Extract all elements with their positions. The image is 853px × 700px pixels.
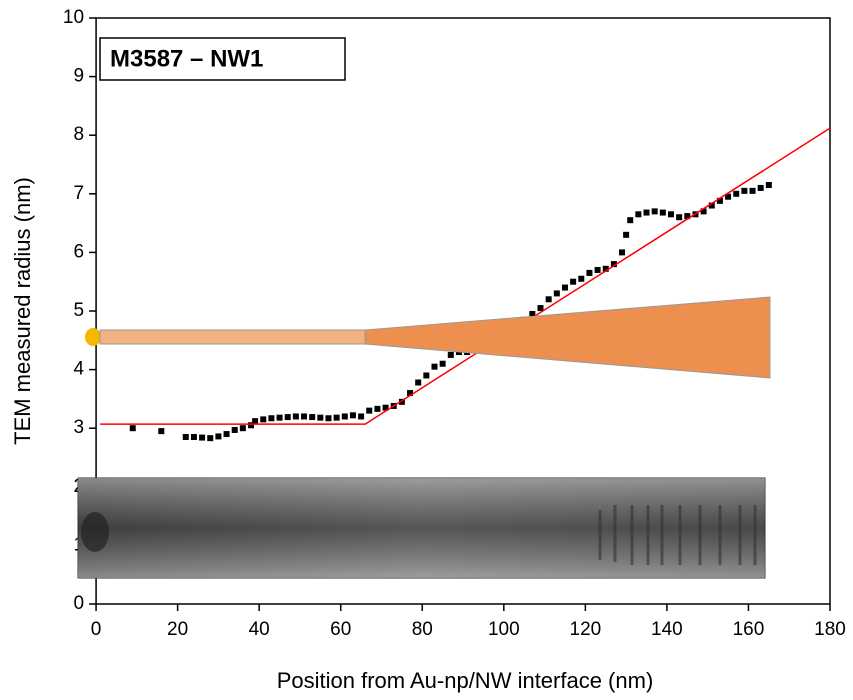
data-point [415, 379, 422, 386]
y-tick-label: 9 [73, 66, 84, 87]
x-tick-label: 20 [167, 619, 188, 640]
data-point [561, 284, 568, 291]
data-point [684, 213, 691, 220]
data-point [667, 211, 674, 218]
x-axis-label: Position from Au-np/NW interface (nm) [277, 668, 654, 693]
data-point [529, 310, 536, 317]
y-tick-label: 3 [73, 417, 84, 438]
data-point [260, 416, 267, 423]
data-point [239, 425, 246, 432]
data-point [716, 197, 723, 204]
data-point [325, 415, 332, 422]
data-point [431, 363, 438, 370]
data-point [182, 433, 189, 440]
y-tick-label: 4 [73, 359, 84, 380]
data-point [447, 351, 454, 358]
data-point [725, 193, 732, 200]
data-point [333, 414, 340, 421]
data-point [602, 265, 609, 272]
y-tick-label: 5 [73, 300, 84, 321]
data-point [586, 269, 593, 276]
data-point [358, 413, 365, 420]
data-point [578, 275, 585, 282]
tem-image-shade [78, 478, 765, 578]
data-point [594, 266, 601, 273]
data-point [374, 405, 381, 412]
x-tick-label: 80 [412, 619, 433, 640]
fit-line [100, 127, 831, 425]
annotation: M3587 – NW1 [110, 45, 263, 72]
data-point [733, 190, 740, 197]
data-point [537, 305, 544, 312]
data-point [207, 435, 214, 442]
tem-stripes [598, 505, 757, 565]
x-tick-label: 60 [330, 619, 351, 640]
data-point [309, 414, 316, 421]
x-tick-label: 120 [570, 619, 602, 640]
annotation-box [99, 37, 346, 81]
data-point [439, 360, 446, 367]
data-point [190, 433, 197, 440]
data-point [643, 209, 650, 216]
data-point [223, 431, 230, 438]
data-point [610, 261, 617, 268]
data-point [248, 422, 255, 429]
data-point [545, 296, 552, 303]
x-tick-label: 180 [814, 619, 846, 640]
x-tick-label: 160 [733, 619, 765, 640]
tem-particle [81, 512, 109, 552]
data-point [676, 214, 683, 221]
data-point [700, 208, 707, 215]
data-point [301, 413, 308, 420]
y-tick-label: 10 [63, 7, 84, 28]
data-point [382, 404, 389, 411]
data-point [627, 217, 634, 224]
data-point [129, 425, 136, 432]
data-point [749, 187, 756, 194]
nanowire-core [99, 329, 366, 345]
data-point [423, 372, 430, 379]
data-point [284, 414, 291, 421]
au-particle [85, 328, 101, 346]
x-tick-label: 40 [249, 619, 270, 640]
overlay: M3587 – NW1 [77, 37, 771, 579]
data-point [199, 434, 206, 441]
data-point [553, 290, 560, 297]
y-tick-label: 8 [73, 124, 84, 145]
data-point [619, 249, 626, 256]
y-axis-label: TEM measured radius (nm) [10, 177, 35, 445]
data-point [765, 182, 772, 189]
y-tick-label: 7 [73, 183, 84, 204]
data-point [252, 418, 259, 425]
nanowire-shell [364, 296, 771, 379]
x-tick-label: 100 [488, 619, 520, 640]
data-point [570, 278, 577, 285]
data-point [231, 426, 238, 433]
data-point [341, 413, 348, 420]
data-point [407, 390, 414, 397]
y-tick-label: 0 [73, 593, 84, 614]
data-point [292, 413, 299, 420]
data-point [659, 209, 666, 216]
y-tick-label: 6 [73, 241, 84, 262]
data-point [708, 202, 715, 209]
data-point [158, 428, 165, 435]
data-point [651, 208, 658, 215]
data-point [757, 184, 764, 191]
data-point [398, 398, 405, 405]
data-point [741, 187, 748, 194]
data-point [349, 412, 356, 419]
x-tick-label: 140 [651, 619, 683, 640]
data-point [317, 414, 324, 421]
data-point [623, 231, 630, 238]
data-point [215, 433, 222, 440]
data-point [276, 414, 283, 421]
data-point [635, 211, 642, 218]
data-point [366, 407, 373, 414]
data-point [268, 415, 275, 422]
x-tick-label: 0 [91, 619, 102, 640]
